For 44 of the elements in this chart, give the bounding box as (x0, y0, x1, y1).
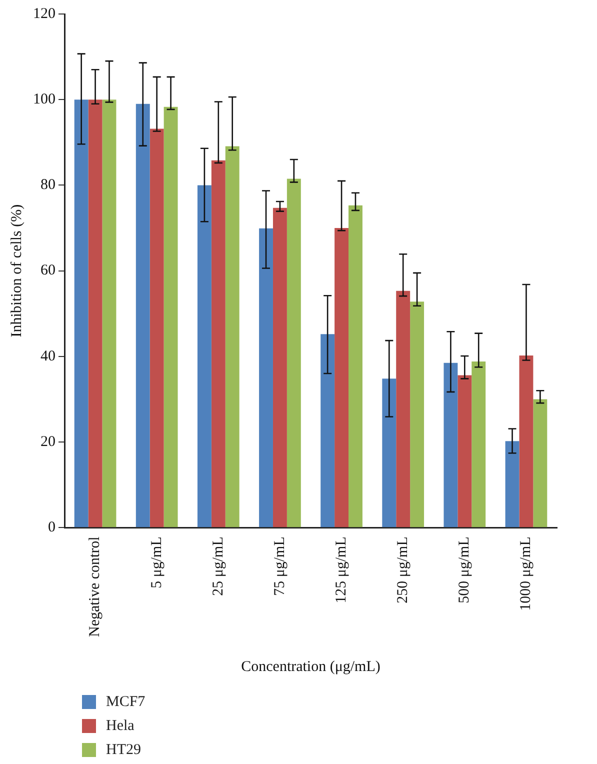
bar (348, 205, 362, 528)
bar (197, 185, 212, 528)
x-tick-label: 500 μg/mL (456, 536, 473, 604)
bar (519, 356, 534, 528)
bar (225, 146, 240, 528)
x-tick-label: 250 μg/mL (395, 536, 412, 604)
x-tick-label: Negative control (87, 536, 104, 638)
x-tick-label: 125 μg/mL (333, 536, 350, 604)
bar (334, 228, 349, 528)
bar (505, 441, 520, 528)
bar (458, 375, 472, 528)
bar (382, 378, 396, 528)
y-tick-label: 40 (40, 348, 56, 364)
legend-label: HT29 (106, 742, 141, 758)
x-tick-label: 1000 μg/mL (518, 536, 534, 611)
y-axis-title: Inhibition of cells (%) (8, 204, 25, 338)
bar (444, 362, 458, 528)
bar (88, 100, 102, 528)
bar (472, 362, 486, 528)
legend-label: Hela (106, 718, 134, 734)
x-tick-label: 75 μg/mL (272, 536, 288, 596)
bar (286, 178, 301, 528)
bar (150, 128, 164, 528)
y-tick-label: 60 (40, 262, 56, 279)
bar (136, 104, 150, 528)
y-tick-label: 100 (33, 92, 56, 108)
bar (259, 228, 273, 528)
bar (74, 100, 88, 528)
x-tick-label: 5 μg/mL (148, 536, 165, 588)
bar (320, 334, 335, 528)
x-tick-label: 25 μg/mL (210, 536, 226, 596)
y-tick-label: 80 (40, 177, 56, 194)
bar (533, 399, 548, 528)
bar (102, 100, 116, 528)
bar (164, 106, 178, 528)
bar (396, 290, 410, 528)
bar (410, 302, 424, 528)
bar (211, 160, 226, 528)
bar (272, 208, 287, 528)
y-tick-label: 0 (48, 520, 56, 536)
y-tick-label: 20 (40, 434, 56, 450)
x-axis-title: Concentration (μg/mL) (241, 658, 380, 675)
y-tick-label: 120 (33, 6, 56, 22)
legend-label: MCF7 (106, 694, 146, 710)
